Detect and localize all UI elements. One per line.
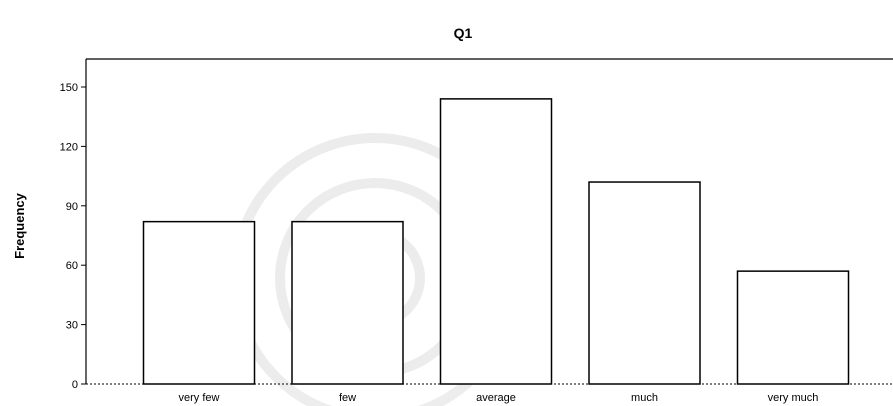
bar-much: [588, 181, 701, 385]
bar-very-few: [142, 220, 256, 385]
chart-title: Q1: [454, 25, 473, 41]
bar-very-much: [736, 270, 850, 385]
x-tick-label: few: [339, 392, 356, 404]
y-tick-label: 60: [66, 260, 78, 272]
y-tick-label: 120: [60, 141, 78, 153]
bar-average: [439, 98, 553, 385]
y-tick-label: 150: [60, 82, 78, 94]
x-tick-label: very much: [768, 392, 819, 404]
y-tick-label: 0: [72, 379, 78, 391]
y-tick-label: 90: [66, 201, 78, 213]
bar-few: [291, 220, 404, 385]
x-tick-label: very few: [179, 392, 220, 404]
x-axis-ticks: very few few average much very much: [179, 392, 819, 404]
x-tick-label: average: [476, 392, 516, 404]
x-tick-label: much: [631, 392, 658, 404]
y-axis-title: Frequency: [12, 192, 27, 259]
bars: [142, 98, 850, 385]
y-tick-label: 30: [66, 320, 78, 332]
y-axis-ticks: 0 30 60 90 120 150: [60, 82, 86, 391]
